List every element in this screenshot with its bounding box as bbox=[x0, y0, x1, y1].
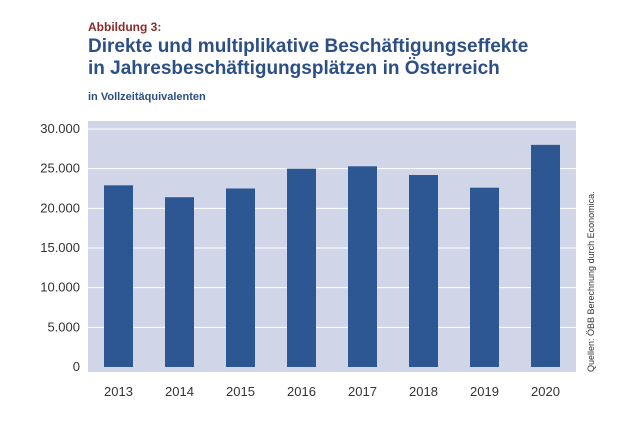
x-tick-label: 2017 bbox=[348, 384, 377, 399]
bar-2016 bbox=[287, 168, 316, 367]
y-tick-label: 5.000 bbox=[47, 319, 80, 334]
x-tick-label: 2014 bbox=[165, 384, 194, 399]
source-note: Quellen: ÖBB Berechnung durch Economica. bbox=[586, 191, 596, 372]
chart-subtitle: in Vollzeitäquivalenten bbox=[88, 91, 206, 103]
bar-2013 bbox=[104, 185, 133, 367]
x-axis-ticks: 2013 2014 2015 2016 2017 2018 2019 2020 bbox=[104, 384, 560, 399]
x-tick-label: 2013 bbox=[104, 384, 133, 399]
x-tick-label: 2015 bbox=[226, 384, 255, 399]
chart-title-line-2: in Jahresbeschäftigungsplätzen in Österr… bbox=[88, 58, 500, 79]
y-tick-label: 15.000 bbox=[40, 240, 80, 255]
bars bbox=[104, 144, 560, 367]
y-tick-label: 0 bbox=[73, 359, 80, 374]
x-tick-label: 2019 bbox=[470, 384, 499, 399]
y-tick-label: 20.000 bbox=[40, 200, 80, 215]
plot-background bbox=[88, 121, 576, 372]
bar-2014 bbox=[165, 197, 194, 367]
y-tick-label: 10.000 bbox=[40, 280, 80, 295]
figure-label: Abbildung 3: bbox=[88, 20, 162, 34]
x-tick-label: 2016 bbox=[287, 384, 316, 399]
x-tick-label: 2018 bbox=[409, 384, 438, 399]
y-axis-ticks: 0 5.000 10.000 15.000 20.000 25.000 30.000 bbox=[40, 121, 80, 374]
y-tick-label: 25.000 bbox=[40, 161, 80, 176]
bar-2019 bbox=[470, 187, 499, 367]
bar-2017 bbox=[348, 166, 377, 367]
chart-title: Direkte und multiplikative Beschäftigung… bbox=[88, 36, 608, 80]
chart-title-line-1: Direkte und multiplikative Beschäftigung… bbox=[88, 36, 529, 57]
bar-2020 bbox=[531, 144, 560, 367]
bar-2018 bbox=[409, 175, 438, 367]
y-tick-label: 30.000 bbox=[40, 121, 80, 136]
x-tick-label: 2020 bbox=[531, 384, 560, 399]
bar-2015 bbox=[226, 188, 255, 367]
